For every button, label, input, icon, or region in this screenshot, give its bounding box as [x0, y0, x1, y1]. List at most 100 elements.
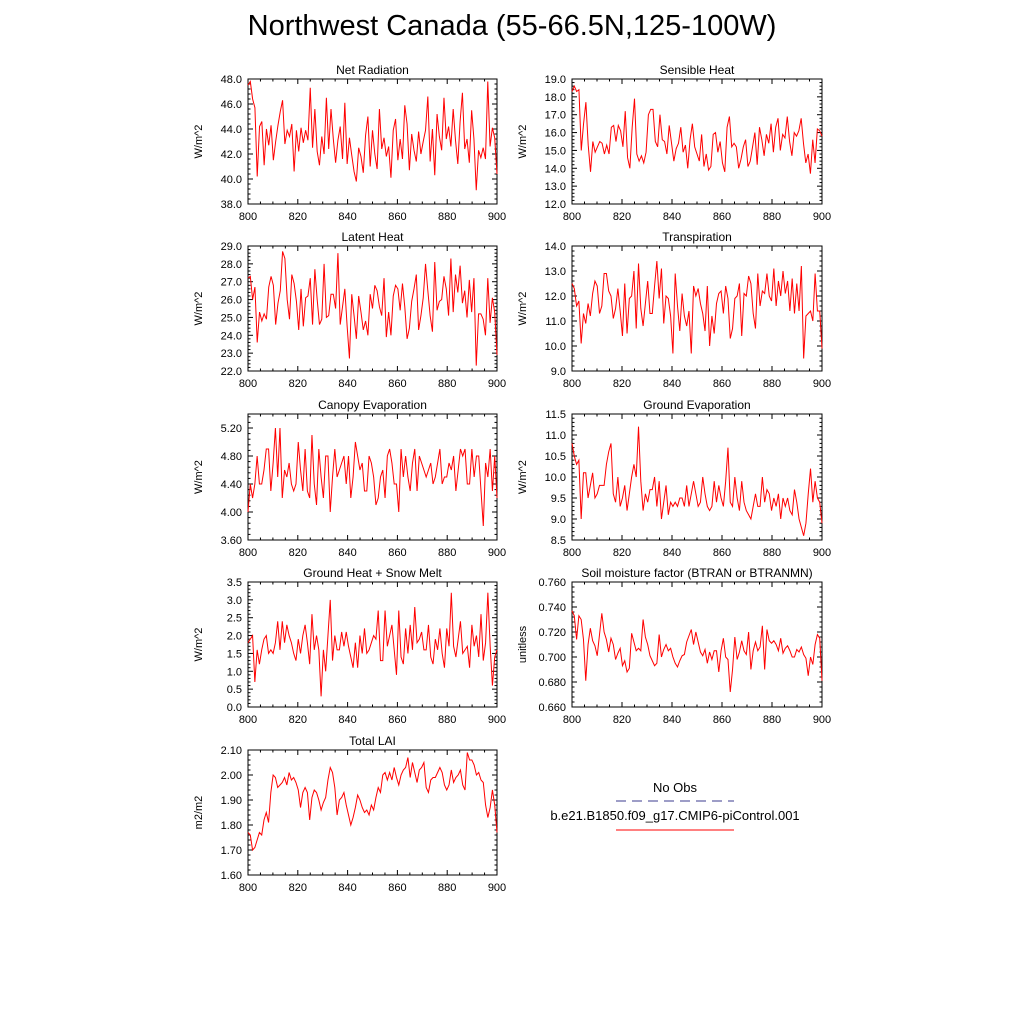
plot-frame: [571, 413, 823, 541]
x-tick-label: 860: [713, 714, 731, 726]
x-tick-label: 840: [663, 211, 681, 223]
x-tick-label: 880: [763, 378, 781, 390]
x-tick-label: 880: [763, 714, 781, 726]
x-tick-label: 800: [239, 714, 257, 726]
chart-panel: 800 820 840 860 880 900 9.0 10.0 11.0 12.0 13.0 14.…: [517, 230, 831, 390]
y-tick-label: 3.0: [227, 595, 242, 607]
y-tick-label: 9.5: [551, 493, 566, 505]
y-tick-label: 14.0: [545, 163, 566, 175]
x-tick-label: 900: [813, 211, 831, 223]
x-tick-label: 820: [289, 714, 307, 726]
y-tick-label: 5.20: [221, 423, 242, 435]
y-axis-label: W/m^2: [193, 628, 205, 662]
legend: No Obs b.e21.B1850.f09_g17.CMIP6-piContro…: [550, 780, 800, 831]
y-tick-label: 29.0: [221, 241, 242, 253]
y-tick-label: 19.0: [545, 74, 566, 86]
y-axis-label: W/m^2: [193, 292, 205, 326]
x-tick-label: 880: [438, 547, 456, 559]
y-tick-label: 4.00: [221, 507, 242, 519]
y-tick-label: 16.0: [545, 128, 566, 140]
y-tick-label: 22.0: [221, 366, 242, 378]
x-tick-label: 860: [713, 547, 731, 559]
y-tick-label: 27.0: [221, 277, 242, 289]
x-tick-label: 840: [338, 378, 356, 390]
x-tick-label: 860: [388, 378, 406, 390]
x-tick-label: 900: [813, 547, 831, 559]
series-line: [571, 84, 823, 174]
chart-panel: 800 820 840 860 880 900 0.660 0.680 0.700 0.720 0.…: [517, 566, 831, 726]
y-tick-label: 46.0: [221, 99, 242, 111]
y-tick-label: 11.0: [545, 430, 566, 442]
chart-panel: 800 820 840 860 880 900 8.5 9.0 9.5 10.0 10.5 11.0 1…: [517, 398, 831, 559]
y-tick-label: 17.0: [545, 110, 566, 122]
x-tick-label: 860: [388, 882, 406, 894]
x-tick-label: 820: [289, 882, 307, 894]
x-tick-label: 820: [289, 547, 307, 559]
x-tick-label: 900: [488, 378, 506, 390]
y-tick-label: 18.0: [545, 92, 566, 104]
x-tick-label: 900: [813, 714, 831, 726]
x-tick-label: 880: [763, 211, 781, 223]
y-tick-label: 10.5: [545, 451, 566, 463]
legend-model-label: b.e21.B1850.f09_g17.CMIP6-piControl.001: [550, 808, 799, 823]
y-axis-label: unitless: [517, 625, 529, 663]
chart-panel: 800 820 840 860 880 900 0.0 0.5 1.0 1.5 2.0 2.5 3.0 3…: [193, 566, 506, 726]
y-tick-label: 2.00: [221, 770, 242, 782]
y-tick-label: 3.5: [227, 577, 242, 589]
x-tick-label: 860: [713, 378, 731, 390]
y-tick-label: 11.0: [545, 316, 566, 328]
y-tick-label: 10.0: [545, 472, 566, 484]
y-tick-label: 3.60: [221, 535, 242, 547]
series-line: [247, 251, 498, 366]
y-tick-label: 1.60: [221, 870, 242, 882]
x-tick-label: 880: [438, 882, 456, 894]
x-tick-label: 800: [239, 882, 257, 894]
y-tick-label: 8.5: [551, 535, 566, 547]
y-tick-label: 4.80: [221, 451, 242, 463]
panel-title: Canopy Evaporation: [318, 398, 427, 412]
y-tick-label: 0.740: [538, 602, 566, 614]
y-tick-label: 44.0: [221, 124, 242, 136]
y-tick-label: 25.0: [221, 312, 242, 324]
y-axis-label: m2/m2: [193, 796, 205, 830]
chart-panel: 800 820 840 860 880 900 38.0 40.0 42.0 44.0 46.0 48…: [193, 63, 506, 223]
x-tick-label: 800: [563, 378, 581, 390]
y-tick-label: 9.0: [551, 366, 566, 378]
x-tick-label: 840: [663, 378, 681, 390]
y-tick-label: 0.660: [538, 702, 566, 714]
x-tick-label: 800: [239, 378, 257, 390]
x-tick-label: 800: [563, 547, 581, 559]
series-line: [247, 592, 498, 697]
y-tick-label: 23.0: [221, 348, 242, 360]
x-tick-label: 860: [388, 211, 406, 223]
x-tick-label: 840: [338, 882, 356, 894]
y-tick-label: 40.0: [221, 174, 242, 186]
y-tick-label: 1.5: [227, 648, 242, 660]
x-tick-label: 860: [388, 547, 406, 559]
y-tick-label: 2.10: [221, 745, 242, 757]
panel-title: Total LAI: [349, 734, 396, 748]
y-tick-label: 0.760: [538, 577, 566, 589]
panel-title: Sensible Heat: [660, 63, 735, 77]
y-tick-label: 1.70: [221, 845, 242, 857]
y-axis-label: W/m^2: [193, 125, 205, 159]
x-tick-label: 880: [438, 378, 456, 390]
y-tick-label: 0.720: [538, 627, 566, 639]
chart-panel: 800 820 840 860 880 900 3.60 4.00 4.40 4.80 5.20 Ca…: [193, 398, 506, 559]
y-tick-label: 12.0: [545, 291, 566, 303]
plot-frame: [247, 749, 498, 876]
x-tick-label: 880: [438, 211, 456, 223]
y-tick-label: 0.700: [538, 652, 566, 664]
panel-title: Transpiration: [662, 230, 732, 244]
x-tick-label: 840: [663, 714, 681, 726]
x-tick-label: 820: [613, 211, 631, 223]
series-line: [247, 80, 498, 191]
series-line: [571, 260, 823, 359]
series-line: [571, 426, 823, 536]
plot-frame: [571, 78, 823, 205]
x-tick-label: 800: [239, 547, 257, 559]
x-tick-label: 880: [763, 547, 781, 559]
y-tick-label: 11.5: [545, 409, 566, 421]
y-tick-label: 2.0: [227, 631, 242, 643]
